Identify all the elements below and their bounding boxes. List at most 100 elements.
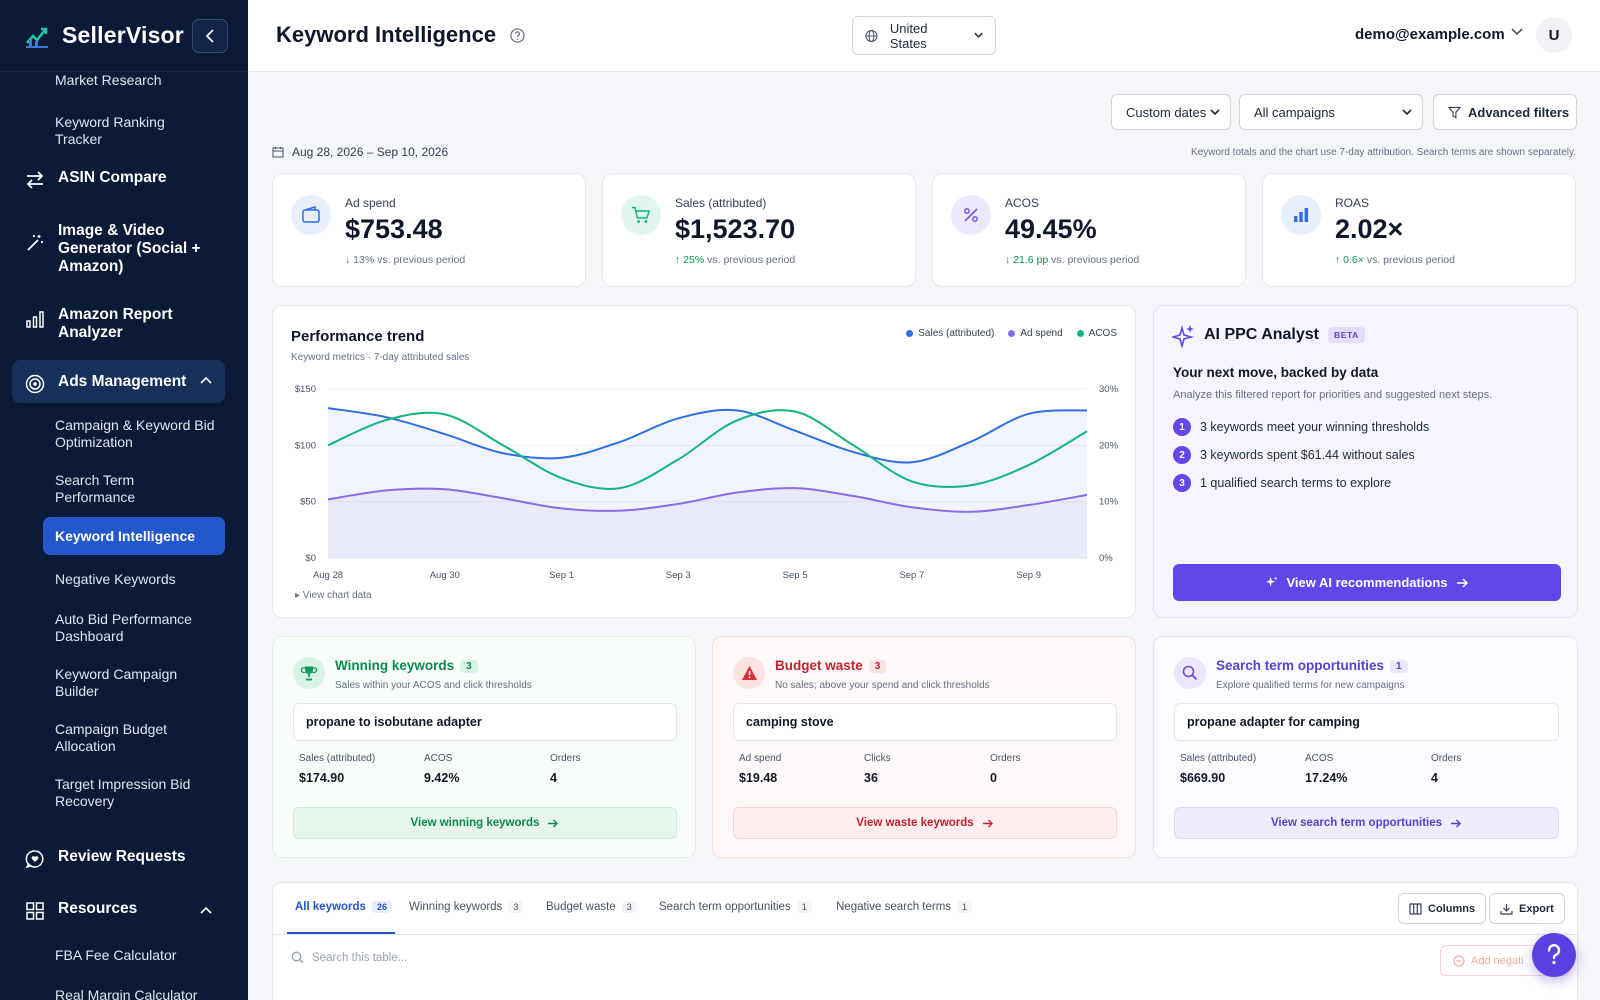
search-term-opportunities-card: Search term opportunities 1 Explore quali… bbox=[1153, 636, 1578, 858]
kpi-card-ad-spend: Ad spend $753.48 ↓ 13% vs. previous peri… bbox=[272, 173, 586, 287]
sidebar: SellerVisor Market Research Keyword Rank… bbox=[0, 0, 248, 1000]
arrow-right-icon bbox=[1451, 819, 1462, 827]
kpi-label: ROAS bbox=[1335, 196, 1370, 210]
sidebar-group-ads-management[interactable] bbox=[12, 360, 225, 403]
grid-icon bbox=[24, 900, 46, 922]
view-waste-keywords-button[interactable]: View waste keywords bbox=[733, 807, 1117, 839]
tab-all-keywords[interactable]: All keywords 26 bbox=[295, 901, 392, 913]
campaign-filter-select[interactable]: All campaigns bbox=[1239, 94, 1423, 130]
view-chart-data-toggle[interactable]: ▸ View chart data bbox=[295, 590, 372, 601]
advanced-filters-button[interactable]: Advanced filters bbox=[1433, 94, 1577, 130]
x-tick-label: Sep 9 bbox=[1016, 570, 1041, 581]
search-input[interactable]: Search this table... bbox=[312, 951, 408, 964]
x-tick-label: Sep 3 bbox=[666, 570, 691, 581]
trophy-icon bbox=[293, 657, 325, 689]
columns-button[interactable]: Columns bbox=[1398, 893, 1487, 924]
help-fab-button[interactable] bbox=[1532, 933, 1576, 977]
card-count: 3 bbox=[460, 659, 478, 673]
sidebar-item-market-research[interactable]: Market Research bbox=[55, 72, 162, 88]
date-filter-select[interactable]: Custom dates bbox=[1111, 94, 1231, 130]
top-keyword[interactable]: camping stove bbox=[733, 703, 1117, 741]
sidebar-item-real-margin-calculator[interactable]: Real Margin Calculator bbox=[55, 987, 198, 1000]
top-search-term[interactable]: propane adapter for camping bbox=[1174, 703, 1559, 741]
question-mark-icon bbox=[1547, 944, 1561, 965]
kpi-delta: ↓ 21.6 pp vs. previous period bbox=[1005, 254, 1139, 266]
legend-item-sales[interactable]: Sales (attributed) bbox=[906, 328, 994, 339]
sidebar-item-keyword-campaign-builder[interactable]: Keyword Campaign Builder bbox=[55, 666, 178, 699]
ai-ppc-analyst-panel: AI PPC Analyst BETA Your next move, back… bbox=[1153, 305, 1578, 618]
tab-negative-search-terms[interactable]: Negative search terms 1 bbox=[836, 901, 973, 913]
series-line-acos bbox=[327, 409, 1088, 490]
view-ai-recommendations-button[interactable]: View AI recommendations bbox=[1173, 564, 1561, 601]
performance-trend-panel: Performance trend Keyword metrics · 7-da… bbox=[272, 305, 1136, 618]
winning-keywords-card: Winning keywords 3 Sales within your ACOS… bbox=[272, 636, 696, 858]
tab-winning-keywords[interactable]: Winning keywords 3 bbox=[409, 901, 524, 913]
sidebar-item-keyword-ranking-tracker[interactable]: Keyword Ranking Tracker bbox=[55, 114, 165, 147]
tab-count: 26 bbox=[371, 901, 392, 913]
metric-value: 9.42% bbox=[424, 771, 460, 785]
metric-value: 4 bbox=[550, 771, 557, 785]
legend-item-acos[interactable]: ACOS bbox=[1076, 328, 1117, 339]
sidebar-item-amazon-report-analyzer[interactable]: Amazon Report Analyzer bbox=[24, 306, 224, 342]
view-search-term-opportunities-button[interactable]: View search term opportunities bbox=[1174, 807, 1559, 839]
table-search[interactable]: Search this table... bbox=[291, 951, 407, 964]
sidebar-item-keyword-intelligence[interactable]: Keyword Intelligence bbox=[55, 528, 196, 544]
sidebar-item-ads-management[interactable]: Ads Management bbox=[24, 373, 224, 395]
tab-count: 1 bbox=[957, 901, 973, 913]
download-icon bbox=[1500, 903, 1513, 915]
button-label: Columns bbox=[1428, 902, 1476, 915]
insight-text: 1 qualified search terms to explore bbox=[1200, 476, 1392, 490]
kpi-delta: ↑ 25% vs. previous period bbox=[675, 254, 795, 266]
card-title: Winning keywords 3 bbox=[335, 658, 478, 673]
button-label: View winning keywords bbox=[410, 817, 540, 829]
chat-heart-icon bbox=[24, 848, 46, 870]
legend-item-ad-spend[interactable]: Ad spend bbox=[1008, 328, 1063, 339]
sidebar-item-asin-compare[interactable]: ASIN Compare bbox=[24, 169, 224, 191]
card-subtitle: No sales; above your spend and click thr… bbox=[775, 680, 990, 691]
sidebar-item-campaign-budget-allocation[interactable]: Campaign Budget Allocation bbox=[55, 721, 168, 754]
view-winning-keywords-button[interactable]: View winning keywords bbox=[293, 807, 677, 839]
sidebar-item-label: Ads Management bbox=[58, 373, 187, 390]
tab-budget-waste[interactable]: Budget waste 3 bbox=[546, 901, 637, 913]
kpi-card-roas: ROAS 2.02× ↑ 0.6× vs. previous period bbox=[1262, 173, 1576, 287]
sidebar-item-auto-bid-performance[interactable]: Auto Bid Performance Dashboard bbox=[55, 611, 192, 644]
y-right-tick-label: 0% bbox=[1099, 553, 1113, 564]
y-right-tick-label: 30% bbox=[1099, 384, 1119, 395]
top-header: Keyword Intelligence United States demo@… bbox=[248, 0, 1600, 72]
help-circle-icon[interactable] bbox=[510, 28, 525, 43]
country-selector[interactable]: United States bbox=[852, 16, 996, 55]
export-button[interactable]: Export bbox=[1489, 893, 1565, 924]
ai-insight-item: 2 3 keywords spent $61.44 without sales bbox=[1173, 446, 1415, 464]
sidebar-item-image-video-generator[interactable]: Image & Video Generator (Social + Amazon… bbox=[24, 222, 224, 276]
chevron-up-icon[interactable] bbox=[200, 906, 212, 914]
sidebar-item-negative-keywords[interactable]: Negative Keywords bbox=[55, 571, 176, 587]
metric-value: 4 bbox=[1431, 771, 1438, 785]
sidebar-item-review-requests[interactable]: Review Requests bbox=[24, 848, 224, 870]
chevron-left-icon bbox=[205, 29, 214, 43]
minus-circle-icon bbox=[1453, 954, 1465, 967]
chevron-down-icon[interactable] bbox=[1511, 28, 1523, 36]
keywords-table-panel: All keywords 26 Winning keywords 3 Budget … bbox=[272, 882, 1578, 1000]
button-label: Add negati bbox=[1471, 954, 1524, 967]
kpi-label: ACOS bbox=[1005, 196, 1040, 210]
tab-search-term-opportunities[interactable]: Search term opportunities 1 bbox=[659, 901, 812, 913]
sidebar-item-target-impression-bid-recovery[interactable]: Target Impression Bid Recovery bbox=[55, 776, 191, 809]
top-keyword[interactable]: propane to isobutane adapter bbox=[293, 703, 677, 741]
metric-label: Sales (attributed) bbox=[1180, 753, 1257, 764]
sidebar-item-resources[interactable]: Resources bbox=[24, 900, 224, 922]
sidebar-item-campaign-keyword-bid-optimization[interactable]: Campaign & Keyword Bid Optimization bbox=[55, 417, 215, 450]
advanced-filters-label: Advanced filters bbox=[1468, 104, 1570, 120]
active-tab-indicator bbox=[287, 932, 395, 934]
kpi-delta: ↑ 0.6× vs. previous period bbox=[1335, 254, 1455, 266]
kpi-delta-suffix: vs. previous period bbox=[1048, 254, 1140, 266]
sidebar-item-fba-fee-calculator[interactable]: FBA Fee Calculator bbox=[55, 947, 177, 963]
arrow-right-icon bbox=[548, 819, 559, 827]
date-filter-value: Custom dates bbox=[1126, 104, 1207, 120]
wallet-icon bbox=[291, 195, 331, 235]
chevron-up-icon[interactable] bbox=[200, 376, 212, 384]
user-email[interactable]: demo@example.com bbox=[1355, 26, 1505, 43]
sidebar-item-search-term-performance[interactable]: Search Term Performance bbox=[55, 472, 136, 505]
collapse-sidebar-button[interactable] bbox=[192, 19, 228, 53]
page-title: Keyword Intelligence bbox=[276, 22, 497, 47]
avatar[interactable]: U bbox=[1536, 17, 1572, 53]
